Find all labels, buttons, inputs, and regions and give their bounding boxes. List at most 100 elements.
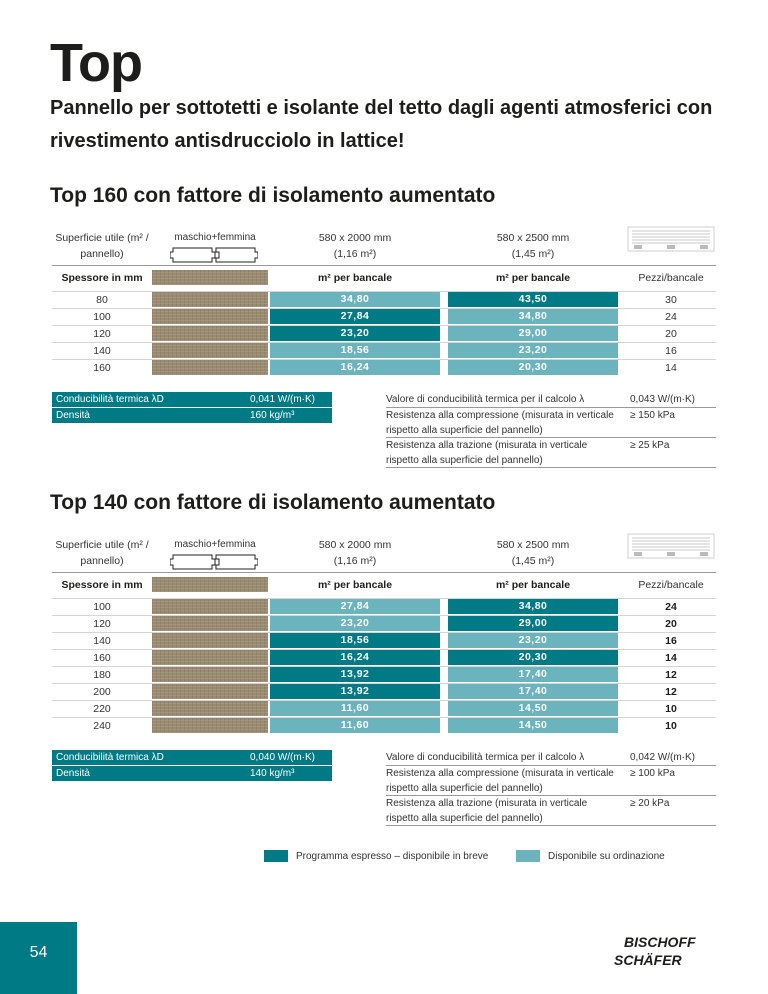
row-value-2000: 23,20 [270,326,440,341]
row-pieces: 12 [665,686,677,698]
row-divider [52,308,716,309]
row-divider [52,342,716,343]
page-number: 54 [0,922,77,994]
row-pieces: 24 [665,601,677,613]
density-value: 160 kg/m³ [246,408,332,423]
row-value-2500: 43,50 [448,292,618,307]
conductivity-value: 0,040 W/(m·K) [246,750,332,765]
row-thickness: 140 [93,345,111,357]
row-value-2000: 13,92 [270,667,440,682]
row-wood-swatch [152,309,268,324]
row-thickness: 80 [96,294,108,306]
row-value-2000: 18,56 [270,633,440,648]
row-pieces: 20 [665,328,677,340]
row-wood-swatch [152,650,268,665]
row-pieces: 16 [665,635,677,647]
row-thickness: 240 [93,720,111,732]
wood-swatch [152,270,268,285]
property-value: ≥ 100 kPa [630,768,675,779]
row-value-2000: 27,84 [270,599,440,614]
legend-swatch-order [516,850,540,862]
row-value-2500: 20,30 [448,650,618,665]
row-value-2000: 27,84 [270,309,440,324]
property-value: 0,042 W/(m·K) [630,752,696,763]
row-thickness: 220 [93,703,111,715]
row-value-2000: 16,24 [270,360,440,375]
header-size-1: 580 x 2000 mm [318,232,392,244]
pallet-icon [627,533,715,559]
row-pieces: 20 [665,618,677,630]
row-divider [52,632,716,633]
row-value-2000: 13,92 [270,684,440,699]
row-value-2500: 14,50 [448,701,618,716]
row-value-2500: 23,20 [448,633,618,648]
tongue-groove-icon [170,247,258,263]
row-thickness: 160 [93,652,111,664]
row-wood-swatch [152,343,268,358]
row-thickness: 100 [93,601,111,613]
conductivity-label: Conducibilità termica λD [52,392,246,407]
property-divider [386,765,716,766]
row-value-2000: 34,80 [270,292,440,307]
row-thickness: 100 [93,311,111,323]
row-thickness: 120 [93,328,111,340]
row-divider [52,717,716,718]
row-wood-swatch [152,292,268,307]
header-pieces: Pezzi/bancale [638,579,704,591]
row-wood-swatch [152,616,268,631]
header-per-pallet-1: m² per bancale [317,579,393,591]
row-pieces: 10 [665,703,677,715]
property-label: Valore di conducibilità termica per il c… [386,752,585,763]
header-divider [52,572,716,573]
property-label: Resistenza alla trazione (misurata in ve… [386,798,588,824]
row-value-2500: 23,20 [448,343,618,358]
density-label: Densità [52,408,246,423]
header-thickness: Spessore in mm [61,579,143,591]
legend-label-express: Programma espresso – disponibile in brev… [296,851,489,862]
header-surface: Superficie utile (m² / pannello) [55,539,149,567]
row-thickness: 140 [93,635,111,647]
section-title: Top 140 con fattore di isolamento aument… [50,491,496,514]
header-size-2-area: (1,45 m²) [511,248,555,260]
header-profile: maschio+femmina [174,232,256,243]
property-label: Resistenza alla trazione (misurata in ve… [386,440,588,466]
row-divider [52,325,716,326]
row-divider [52,359,716,360]
page-subtitle: Pannello per sottotetti e isolante del t… [50,97,713,152]
row-divider [52,683,716,684]
property-value: 0,043 W/(m·K) [630,394,696,405]
header-size-2-area: (1,45 m²) [511,555,555,567]
property-label: Resistenza alla compressione (misurata i… [386,410,614,436]
header-size-1-area: (1,16 m²) [333,555,377,567]
row-divider [52,615,716,616]
row-value-2000: 18,56 [270,343,440,358]
row-value-2500: 29,00 [448,616,618,631]
row-thickness: 160 [93,362,111,374]
bar-gap [52,407,332,408]
row-pieces: 10 [665,720,677,732]
row-value-2500: 17,40 [448,684,618,699]
legend-label-order: Disponibile su ordinazione [548,851,665,862]
tongue-groove-icon [170,554,258,570]
property-divider [386,795,716,796]
row-wood-swatch [152,633,268,648]
property-value: ≥ 25 kPa [630,440,670,451]
row-value-2000: 11,60 [270,701,440,716]
density-value: 140 kg/m³ [246,766,332,781]
row-value-2500: 17,40 [448,667,618,682]
row-wood-swatch [152,360,268,375]
company-logo: BISCHOFF SCHÄFER [612,933,696,969]
conductivity-label: Conducibilità termica λD [52,750,246,765]
row-divider [52,666,716,667]
row-thickness: 180 [93,669,111,681]
header-size-2: 580 x 2500 mm [496,539,570,551]
row-pieces: 14 [665,652,677,664]
row-pieces: 16 [665,345,677,357]
bar-gap [52,765,332,766]
row-thickness: 120 [93,618,111,630]
header-per-pallet-1: m² per bancale [317,272,393,284]
conductivity-value: 0,041 W/(m·K) [246,392,332,407]
row-pieces: 12 [665,669,677,681]
row-wood-swatch [152,667,268,682]
property-label: Valore di conducibilità termica per il c… [386,394,585,405]
